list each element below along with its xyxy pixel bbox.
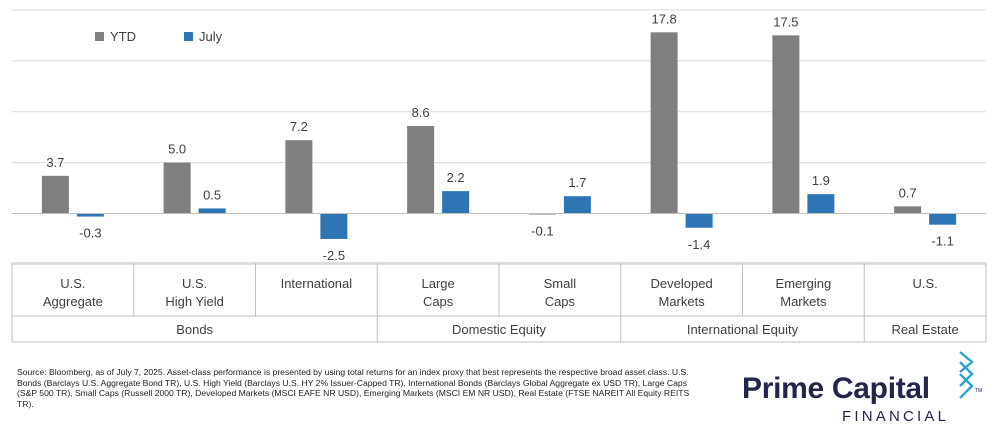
group-label-1: Bonds: [176, 322, 213, 337]
data-label-ytd-4: 8.6: [412, 105, 430, 120]
data-label-ytd-5: -0.1: [531, 224, 553, 239]
bar-july-3: [320, 213, 348, 239]
category-label-7: Emerging: [776, 276, 832, 291]
bar-july-5: [563, 196, 591, 214]
bar-ytd-1: [41, 175, 69, 214]
legend-label-july: July: [199, 29, 223, 44]
category-label-5-line2: Caps: [545, 294, 576, 309]
data-label-ytd-7: 17.5: [773, 14, 798, 29]
category-label-4: Large: [422, 276, 455, 291]
asset-class-bar-chart: 3.7 -0.3 5.0 0.5 7.2 -2.5 8.6 2.2 -0.1 1.7 17.8 -1.…: [11, 9, 987, 343]
logo-name: Prime Capital: [742, 372, 930, 405]
bar-ytd-8: [894, 206, 922, 214]
bar-july-4: [442, 191, 470, 214]
logo-sub: FINANCIAL: [842, 408, 950, 425]
data-label-july-8: -1.1: [931, 234, 953, 249]
data-label-ytd-6: 17.8: [651, 11, 676, 26]
category-label-3: International: [281, 276, 353, 291]
source-note: Source: Bloomberg, as of July 7, 2025. A…: [17, 367, 690, 409]
bar-ytd-6: [650, 32, 678, 214]
category-label-6-line2: Markets: [659, 294, 706, 309]
category-label-1-line2: Aggregate: [43, 294, 103, 309]
data-label-ytd-3: 7.2: [290, 119, 308, 134]
group-label-3: International Equity: [687, 322, 799, 337]
bar-ytd-4: [407, 125, 435, 214]
category-label-4-line2: Caps: [423, 294, 454, 309]
category-label-2: U.S.: [182, 276, 207, 291]
bar-july-1: [76, 213, 104, 217]
legend: YTD July: [95, 29, 223, 44]
category-label-2-line2: High Yield: [165, 294, 224, 309]
legend-label-ytd: YTD: [110, 29, 136, 44]
category-label-5: Small: [544, 276, 577, 291]
bar-july-2: [198, 208, 226, 214]
group-label-4: Real Estate: [892, 322, 959, 337]
bar-july-6: [685, 213, 713, 228]
prime-capital-logo: Prime Capital FINANCIAL TM: [742, 350, 987, 430]
bar-july-8: [929, 213, 957, 225]
category-label-7-line2: Markets: [780, 294, 827, 309]
data-label-july-5: 1.7: [568, 175, 586, 190]
bar-july-7: [807, 194, 835, 214]
chevron-mark-icon: [959, 351, 974, 399]
bar-ytd-2: [163, 162, 191, 214]
logo-trademark: TM: [975, 388, 983, 394]
data-label-ytd-2: 5.0: [168, 142, 186, 157]
bar-ytd-7: [772, 35, 800, 214]
data-label-july-3: -2.5: [323, 248, 345, 263]
data-label-ytd-8: 0.7: [899, 185, 917, 200]
data-label-july-7: 1.9: [812, 173, 830, 188]
data-label-july-2: 0.5: [203, 187, 221, 202]
category-label-1: U.S.: [60, 276, 85, 291]
legend-swatch-ytd: [95, 32, 104, 41]
data-label-july-4: 2.2: [447, 170, 465, 185]
data-label-july-6: -1.4: [688, 237, 710, 252]
bar-ytd-3: [285, 140, 313, 214]
category-label-6: Developed: [651, 276, 713, 291]
category-label-8: U.S.: [912, 276, 937, 291]
data-label-ytd-1: 3.7: [46, 155, 64, 170]
bar-ytd-5: [528, 213, 556, 215]
legend-swatch-july: [184, 32, 193, 41]
data-label-july-1: -0.3: [79, 226, 101, 241]
group-label-2: Domestic Equity: [452, 322, 546, 337]
